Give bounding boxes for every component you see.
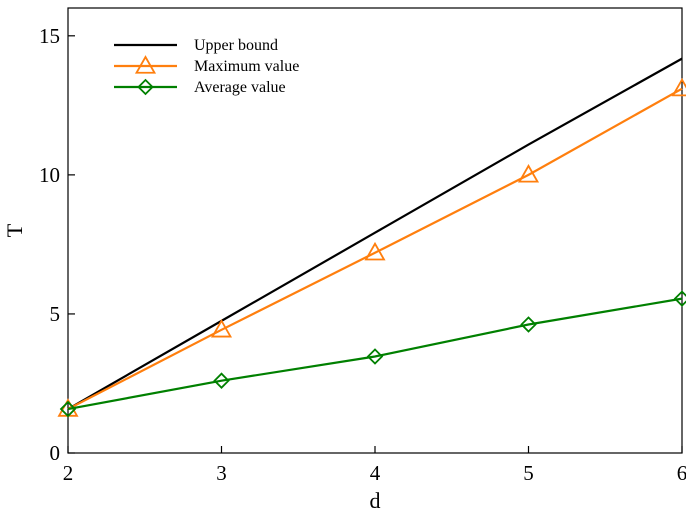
- y-tick-label: 10: [39, 163, 60, 187]
- x-tick-label: 5: [523, 461, 534, 485]
- series-line: [67, 57, 683, 411]
- legend-marker-triangle: [134, 55, 157, 74]
- data-point-diamond: [366, 348, 384, 365]
- x-tick-label: 6: [677, 461, 686, 485]
- series-upper-bound: [67, 57, 683, 411]
- y-tick-label: 0: [50, 441, 61, 465]
- plot-area: [67, 7, 683, 454]
- data-point-diamond: [213, 372, 230, 389]
- data-point-triangle: [671, 77, 686, 97]
- x-tick-label: 3: [216, 461, 227, 485]
- series-line: [67, 87, 683, 411]
- legend-item: Upper bound: [114, 37, 278, 54]
- y-tick-label: 5: [50, 302, 61, 326]
- legend-item: Maximum value: [114, 55, 299, 75]
- data-point-diamond: [673, 290, 686, 307]
- data-point-diamond: [59, 400, 77, 418]
- series-maximum-value: [57, 77, 686, 417]
- series-line: [67, 297, 683, 411]
- legend-item: Average value: [114, 78, 286, 96]
- legend-label: Maximum value: [194, 58, 299, 75]
- axis-ticks: 2 3 4 5 6 0 5 10 15: [39, 24, 686, 485]
- data-point-diamond: [520, 316, 537, 333]
- series-layer: [57, 57, 686, 418]
- y-tick-label: 15: [39, 24, 60, 48]
- legend: Upper bound Maximum value Average value: [114, 37, 299, 96]
- series-average-value: [59, 290, 686, 418]
- legend-label: Upper bound: [194, 37, 278, 54]
- x-axis-label: d: [370, 488, 381, 513]
- legend-marker-diamond: [137, 78, 154, 96]
- data-point-triangle: [517, 164, 540, 183]
- data-point-triangle: [210, 318, 233, 338]
- x-tick-label: 2: [63, 461, 74, 485]
- legend-label: Average value: [194, 79, 286, 96]
- y-axis-label: T: [2, 223, 27, 237]
- x-tick-label: 4: [370, 461, 381, 485]
- data-point-triangle: [364, 241, 386, 261]
